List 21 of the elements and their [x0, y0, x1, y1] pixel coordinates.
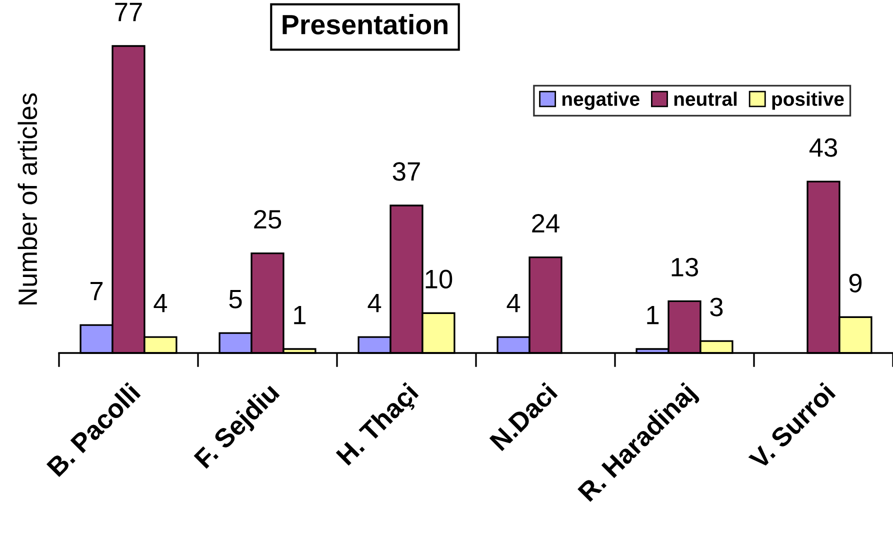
data-label: 7	[90, 282, 103, 300]
legend-label: negative	[562, 92, 640, 110]
data-label: 10	[426, 270, 452, 288]
data-label: 25	[254, 210, 282, 229]
data-label: 4	[368, 294, 382, 312]
chart-title: Presentation	[282, 14, 448, 34]
legend-label: positive	[772, 92, 844, 110]
legend-label: neutral	[674, 92, 737, 106]
data-label: 4	[154, 294, 168, 312]
data-label: 13	[672, 258, 698, 277]
data-label: 1	[647, 306, 659, 324]
data-label: 4	[506, 294, 520, 312]
data-label: 1	[294, 306, 306, 324]
data-label: 77	[115, 2, 142, 22]
data-label: 24	[532, 214, 560, 232]
data-label: 5	[229, 290, 242, 308]
data-label: 37	[392, 162, 420, 181]
data-label: 9	[849, 274, 862, 292]
data-label: 3	[710, 298, 723, 316]
data-label: 43	[809, 138, 838, 157]
y-axis-title: Number of articles	[18, 93, 38, 304]
